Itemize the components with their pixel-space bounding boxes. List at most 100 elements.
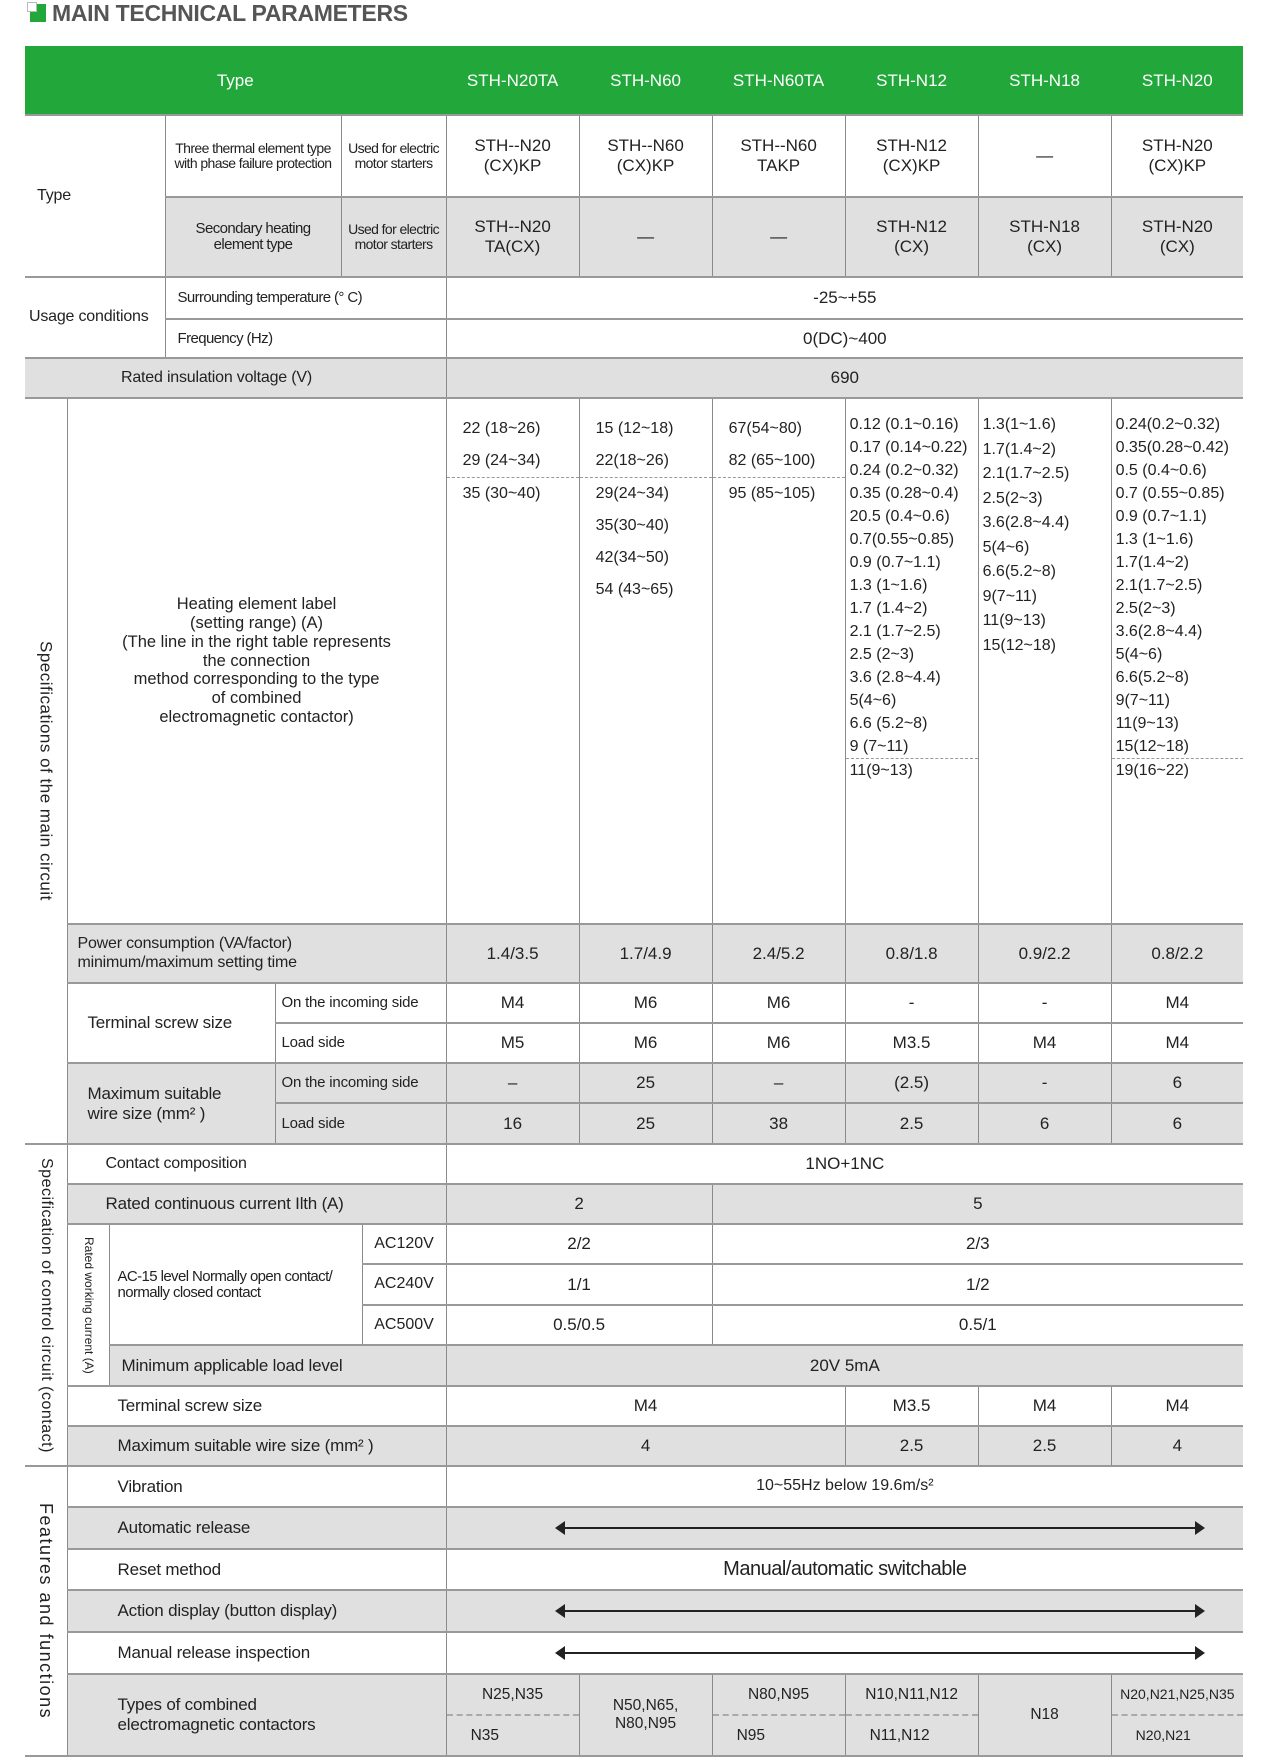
- surrounding-temperature-row: Usage conditions Surrounding temperature…: [25, 276, 1244, 359]
- ac240-row: AC240V 1/1 1/2: [25, 1263, 1244, 1306]
- frequency-row: Frequency (Hz) 0(DC)~400: [25, 318, 1244, 359]
- power-consumption-row: Power consumption (VA/factor) minimum/ma…: [25, 923, 1244, 984]
- contactor-top: N10,N11,N12: [865, 1685, 958, 1703]
- heating-value: 3.6(2.8~4.4): [982, 514, 1070, 531]
- type-value: STH-N12 (CX): [844, 196, 979, 278]
- power-value: 1.4/3.5: [445, 923, 580, 984]
- type-value: STH-N18 (CX): [977, 196, 1112, 278]
- heating-value: 0.7 (0.55~0.85): [1115, 485, 1225, 502]
- contactor-bottom: N20,N21: [1111, 1714, 1244, 1755]
- control-terminal-row: Terminal screw size M4 M3.5 M4 M4: [25, 1385, 1244, 1427]
- control-terminal-value: M4: [445, 1385, 846, 1427]
- ac-voltage: AC120V: [361, 1223, 447, 1265]
- temperature-label: Surrounding temperature (° C): [164, 276, 447, 320]
- heating-value: 20.5 (0.4~0.6): [849, 508, 950, 525]
- heating-value: 1.7(1.4~2): [1115, 554, 1189, 571]
- heating-value: 6.6(5.2~8): [1115, 669, 1189, 686]
- automatic-release-label: Automatic release: [67, 1506, 447, 1550]
- min-load-label: Minimum applicable load level: [109, 1344, 447, 1387]
- reset-method-label: Reset method: [67, 1548, 447, 1591]
- double-arrow-icon: [554, 1646, 1205, 1660]
- contactor-top: N20,N21,N25,N35: [1120, 1686, 1235, 1703]
- heating-value: 22(18~26): [595, 452, 669, 469]
- type-use: Used for electric motor starters: [340, 196, 447, 278]
- heating-value: 0.35(0.28~0.42): [1115, 439, 1229, 456]
- reset-method-value: Manual/automatic switchable: [445, 1548, 1244, 1591]
- frequency-label: Frequency (Hz): [165, 318, 447, 359]
- heating-value: 1.7(1.4~2): [982, 440, 1056, 458]
- page-title: MAIN TECHNICAL PARAMETERS: [27, 0, 408, 26]
- double-arrow-icon: [554, 1521, 1205, 1535]
- heating-value: 5(4~6): [849, 692, 897, 709]
- insulation-label: Rated insulation voltage (V): [25, 357, 447, 399]
- manual-release-span: [445, 1631, 1244, 1675]
- incoming-side-label: On the incoming side: [274, 982, 447, 1024]
- wire-size-label: Maximum suitable wire size (mm² ): [67, 1062, 276, 1145]
- heating-value: 5(4~6): [1115, 646, 1163, 663]
- contactor-cell: N50,N65, N80,N95: [578, 1673, 713, 1757]
- wire-incoming-value: 25: [578, 1062, 713, 1104]
- manual-release-row: Manual release inspection: [25, 1631, 1244, 1675]
- contactor-top: N80,N95: [747, 1685, 810, 1703]
- heating-values-cell: 22 (18~26) 29 (24~34) 35 (30~40): [445, 397, 580, 925]
- title-text: MAIN TECHNICAL PARAMETERS: [52, 0, 408, 26]
- ac-voltage: AC240V: [362, 1263, 447, 1306]
- model-header: STH-N60: [578, 46, 713, 116]
- heating-value: 0.17 (0.14~0.22): [849, 439, 968, 456]
- control-wire-value: 4: [445, 1425, 846, 1467]
- contactor-cell: N18: [977, 1673, 1112, 1757]
- header-type: Type: [25, 46, 447, 116]
- contactors-row: Types of combined electromagnetic contac…: [25, 1673, 1244, 1757]
- heating-value: 2.1(1.7~2.5): [982, 465, 1070, 482]
- terminal-load-row: Load side M5 M6 M6 M3.5 M4 M4: [25, 1022, 1244, 1064]
- ac15-label: AC-15 level Normally open contact/ norma…: [108, 1223, 363, 1346]
- header-row: Type STH-N20TA STH-N60 STH-N60TA STH-N12…: [25, 46, 1244, 116]
- vibration-row: Features and functions Vibration 10~55Hz…: [25, 1465, 1244, 1757]
- heating-value: 11(9~13): [845, 758, 978, 782]
- heating-value: 3.6 (2.8~4.4): [849, 669, 941, 686]
- double-arrow-icon: [554, 1604, 1205, 1618]
- power-value: 1.7/4.9: [578, 923, 713, 984]
- usage-conditions-label: Usage conditions: [25, 276, 166, 359]
- type-value: STH--N20 (CX)KP: [445, 114, 580, 198]
- terminal-incoming-value: M4: [445, 982, 580, 1024]
- type-value: —: [578, 196, 713, 278]
- contact-composition-row: Specification of control circuit (contac…: [25, 1143, 1244, 1467]
- terminal-incoming-value: M6: [711, 982, 846, 1024]
- heating-values-cell: 15 (12~18) 22(18~26) 29(24~34) 35(30~40) 42(…: [578, 397, 713, 925]
- heating-value: 82 (65~100): [728, 452, 816, 469]
- heating-value: 0.9 (0.7~1.1): [849, 554, 941, 571]
- terminal-load-value: M4: [977, 1022, 1112, 1064]
- contactor-cell: N10,N11,N12 N11,N12: [844, 1673, 979, 1757]
- heating-value: 22 (18~26): [462, 420, 541, 437]
- power-consumption-label: Power consumption (VA/factor) minimum/ma…: [67, 923, 447, 984]
- ac-value: 1/2: [711, 1263, 1244, 1306]
- type-row-three-thermal: Type Three thermal element type with pha…: [25, 114, 1244, 278]
- temperature-value: -25~+55: [445, 276, 1244, 320]
- heating-value: 2.1(1.7~2.5): [1115, 577, 1203, 594]
- heating-value: 6.6(5.2~8): [982, 563, 1056, 580]
- terminal-load-value: M6: [578, 1022, 713, 1064]
- min-load-row: Minimum applicable load level 20V 5mA: [25, 1344, 1244, 1387]
- heating-value: 9(7~11): [982, 587, 1037, 605]
- wire-incoming-value: -: [977, 1062, 1112, 1104]
- ac-value: 1/1: [445, 1263, 713, 1306]
- heating-value: 1.3(1~1.6): [982, 416, 1056, 433]
- type-value: STH-N12 (CX)KP: [844, 114, 979, 198]
- ac-value: 0.5/1: [711, 1304, 1244, 1346]
- ac-value: 0.5/0.5: [445, 1304, 713, 1346]
- wire-load-value: 6: [1110, 1102, 1244, 1145]
- power-value: 0.8/1.8: [844, 923, 979, 984]
- type-use: Used for electric motor starters: [340, 114, 447, 198]
- heating-value: 9 (7~11): [849, 738, 909, 755]
- heating-value: 0.7(0.55~0.85): [849, 531, 955, 548]
- type-value: —: [977, 114, 1112, 198]
- model-header: STH-N18: [977, 46, 1112, 116]
- heating-value: 0.35 (0.28~0.4): [849, 485, 959, 502]
- type-kind: Three thermal element type with phase fa…: [164, 114, 342, 198]
- type-value: STH--N20 TA(CX): [445, 196, 580, 278]
- contactor-bottom: N35: [446, 1714, 579, 1755]
- action-display-row: Action display (button display): [25, 1589, 1244, 1633]
- contactor-bottom: N95: [712, 1714, 845, 1755]
- control-terminal-value: M4: [1110, 1385, 1244, 1427]
